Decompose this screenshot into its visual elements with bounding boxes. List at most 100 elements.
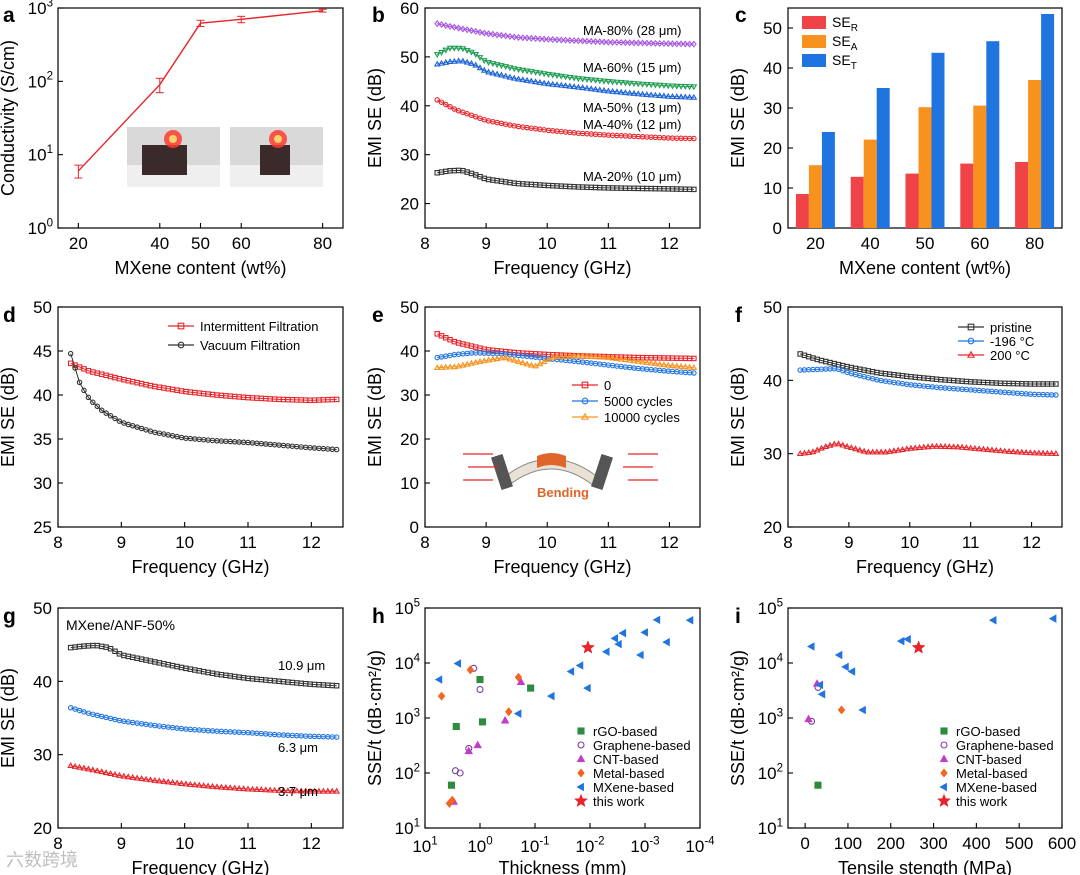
data-point [673,362,681,369]
inset-photo [230,127,323,187]
data-point [191,781,199,788]
data-point [673,93,681,100]
data-point [160,777,168,784]
legend-marker [967,323,975,331]
bar [821,132,835,228]
legend-marker [580,412,590,420]
data-point [588,37,595,45]
bar [863,139,877,228]
panel-e: e 0 10 20 30 40 50 8 9 10 11 12 Frequency (GHz) EMI S… [365,298,701,577]
data-point [524,34,530,42]
data-point [528,34,535,42]
data-point [691,370,697,376]
data-point [275,786,283,793]
data-point [587,85,595,92]
data-point [643,358,651,365]
data-point [468,27,475,35]
data-point [813,446,821,453]
x-tick-label: 8 [420,234,429,253]
series-label: MA-60% (15 μm) [583,60,682,75]
data-point [656,82,664,89]
data-point [613,355,621,362]
data-point [579,84,587,91]
data-point [618,39,625,47]
x-tick-label: 400 [962,834,990,853]
y-tick-label: 50 [33,298,52,317]
x-tick-label: 12 [302,834,321,853]
data-point [527,684,535,692]
data-point [920,443,928,450]
panel-d: d 25 30 35 40 45 50 8 9 10 11 12 Frequency (GHz) EMI … [0,298,344,577]
series-line [437,23,694,45]
data-point [601,38,607,46]
data-point [592,38,599,46]
data-point [690,40,697,48]
bar [973,105,987,228]
data-point [600,86,608,93]
data-point [647,91,655,98]
data-point [480,357,488,364]
data-point [837,705,846,715]
data-point [498,31,505,39]
data-point [450,363,458,370]
y-tick-label: 105 [395,597,420,618]
data-point [107,413,114,419]
data-point [116,771,123,778]
series-line [437,169,694,190]
legend-label: 10000 cycles [604,410,680,425]
data-point [450,45,458,52]
y-axis-label: EMI SE (dB) [728,68,748,168]
data-point [169,778,176,785]
data-point [634,81,642,88]
data-point [852,445,859,452]
bar [808,165,822,228]
data-point [639,39,646,47]
photo-film [142,145,187,175]
data-point [222,783,230,790]
data-point [626,80,634,87]
data-point [587,77,595,84]
data-point [975,445,983,452]
data-point [476,357,484,364]
data-point [635,39,642,47]
x-tick-label: 60 [970,234,989,253]
data-point [566,74,574,81]
data-point [639,81,646,88]
x-tick-label: 100 [467,835,492,856]
y-tick-label: 50 [33,599,52,618]
data-point [116,418,123,424]
film-coating [537,453,566,468]
x-tick-label: 10 [538,234,557,253]
bending-schematic: Bending [463,453,658,500]
data-point [284,787,292,794]
data-point [610,634,619,643]
data-point [546,691,555,701]
data-point [858,705,866,715]
data-point [691,355,697,362]
data-point [107,770,114,776]
data-point [1039,449,1047,456]
data-point [669,92,676,99]
data-point [856,446,864,453]
legend-label: Graphene-based [593,738,691,753]
data-point [493,62,501,69]
data-point [472,27,479,35]
data-point [686,84,693,91]
legend-marker [940,768,948,778]
data-point [997,447,1004,454]
bar [905,173,919,228]
data-point [463,360,471,367]
data-point [945,443,953,450]
data-point [76,379,83,386]
data-point [532,78,539,85]
data-point [468,59,475,66]
legend-marker [936,793,952,808]
y-tick-label: 100 [28,217,53,238]
data-point [647,82,655,89]
y-tick-label: 101 [395,817,420,838]
data-point [669,362,676,369]
data-point [515,67,522,74]
x-tick-label: 9 [481,533,490,552]
led [274,135,282,143]
x-tick-label: 8 [420,533,429,552]
